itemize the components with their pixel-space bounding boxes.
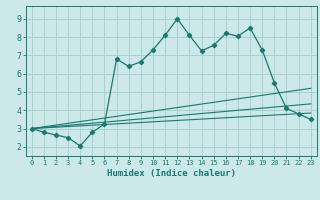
X-axis label: Humidex (Indice chaleur): Humidex (Indice chaleur) [107, 169, 236, 178]
